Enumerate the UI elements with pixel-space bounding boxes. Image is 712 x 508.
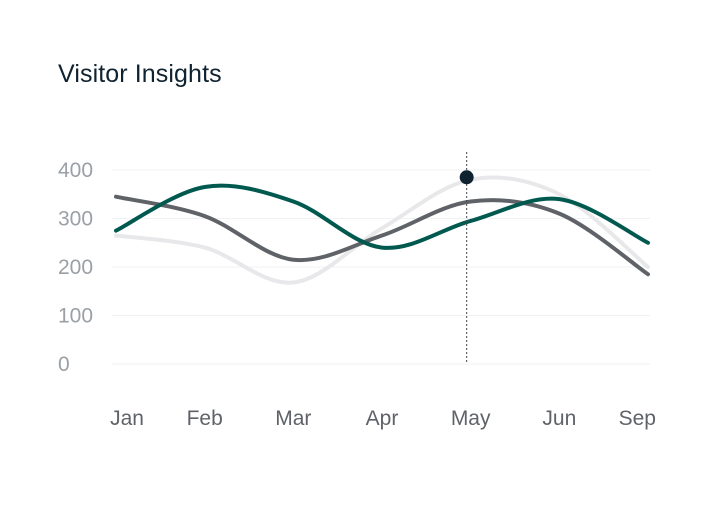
x-tick-label: May bbox=[451, 407, 491, 430]
y-tick-label: 300 bbox=[58, 208, 93, 231]
x-tick-label: Jan bbox=[110, 407, 144, 430]
y-tick-label: 100 bbox=[58, 305, 93, 328]
y-tick-label: 0 bbox=[58, 353, 70, 376]
y-tick-label: 400 bbox=[58, 159, 93, 182]
y-tick-label: 200 bbox=[58, 256, 93, 279]
x-tick-label: Mar bbox=[275, 407, 311, 430]
x-tick-label: Jun bbox=[542, 407, 576, 430]
x-tick-label: Apr bbox=[366, 407, 399, 430]
x-tick-label: Sep bbox=[619, 407, 656, 430]
series-line-2 bbox=[114, 194, 650, 277]
chart-title: Visitor Insights bbox=[58, 60, 222, 88]
x-tick-label: Feb bbox=[187, 407, 223, 430]
series-line-1 bbox=[114, 183, 650, 250]
series-line-3 bbox=[114, 175, 650, 285]
highlight-point[interactable] bbox=[459, 170, 474, 185]
